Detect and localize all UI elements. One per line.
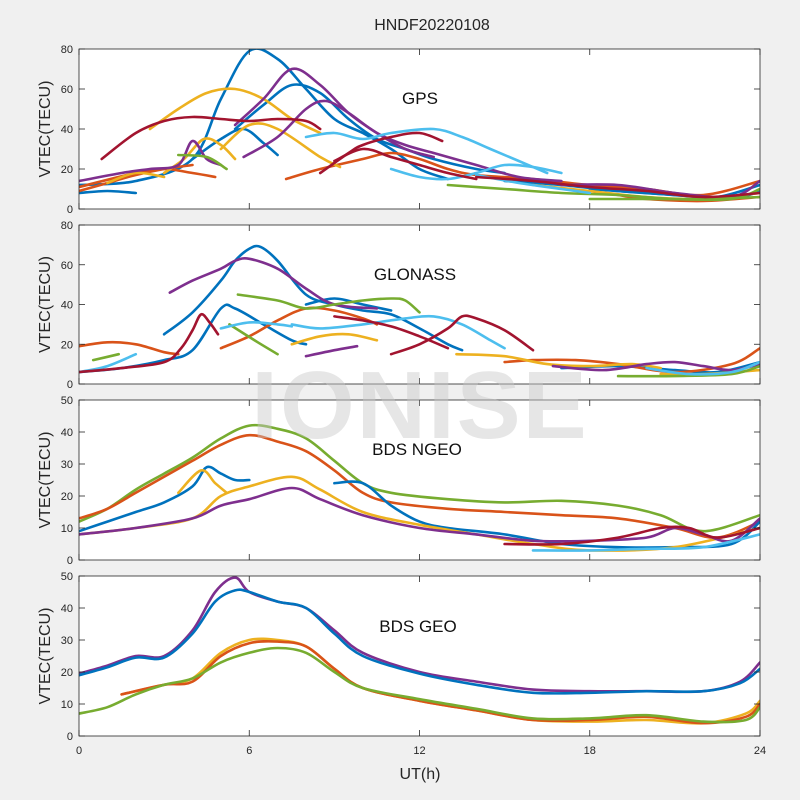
- y-tick-label: 30: [61, 635, 73, 647]
- y-tick-label: 20: [61, 164, 73, 176]
- series-line-5: [79, 340, 180, 356]
- series-line-23: [304, 127, 549, 175]
- x-axis-label: UT(h): [400, 766, 441, 783]
- y-tick-label: 40: [61, 603, 73, 615]
- x-tick-label: 0: [76, 745, 82, 757]
- y-tick-label: 50: [61, 571, 73, 583]
- series-line-14: [236, 293, 421, 314]
- series-line-11: [168, 257, 379, 310]
- x-tick-label: 24: [754, 745, 766, 757]
- watermark-text: IONISE: [251, 352, 588, 459]
- series-line-13: [551, 360, 760, 372]
- series-line-13: [219, 122, 342, 169]
- y-tick-label: 0: [67, 731, 73, 743]
- panel-annotation: GLONASS: [374, 265, 456, 284]
- y-tick-label: 40: [61, 300, 73, 312]
- series-line-2: [233, 83, 506, 175]
- series-line-9: [455, 352, 662, 370]
- series-line-12: [304, 344, 359, 358]
- panel-2: 0 20 40 60 80 VTEC(TECU) GLONASS: [37, 220, 761, 391]
- series-line-26: [100, 115, 322, 161]
- series-line-16: [91, 352, 120, 362]
- panel-annotation: GPS: [402, 89, 438, 108]
- panel-3: 0 10 20 30 40 50 VTEC(TECU) BDS NGEO: [37, 395, 761, 567]
- series-group: [79, 576, 760, 725]
- series-line-8: [290, 332, 379, 346]
- x-tick-label: 18: [584, 745, 596, 757]
- series-line-5: [177, 469, 228, 495]
- series-line-7: [79, 486, 760, 543]
- plot-area: [79, 225, 760, 384]
- series-line-9: [531, 533, 760, 552]
- panel-annotation: BDS GEO: [379, 617, 456, 636]
- y-tick-label: 20: [61, 339, 73, 351]
- series-line-3: [304, 297, 393, 312]
- y-tick-label: 80: [61, 220, 73, 232]
- y-tick-label: 50: [61, 395, 73, 407]
- series-line-16: [79, 139, 223, 183]
- series-line-19: [560, 179, 760, 199]
- y-tick-label: 40: [61, 124, 73, 136]
- y-tick-label: 20: [61, 491, 73, 503]
- y-tick-label: 0: [67, 379, 73, 391]
- series-line-20: [290, 314, 506, 350]
- series-line-2: [79, 433, 760, 539]
- series-line-24: [333, 315, 450, 350]
- y-axis-label: VTEC(TECU): [37, 81, 54, 178]
- plot-area: [79, 576, 760, 736]
- series-line-15: [228, 323, 279, 356]
- series-line-8: [503, 525, 760, 546]
- series-line-5: [79, 646, 760, 724]
- y-tick-label: 20: [61, 667, 73, 679]
- series-line-17: [233, 67, 435, 159]
- y-tick-label: 80: [61, 44, 73, 56]
- series-line-28: [333, 147, 478, 181]
- series-line-1: [79, 423, 760, 533]
- series-group: [79, 49, 760, 203]
- series-line-24: [389, 163, 563, 181]
- y-tick-label: 10: [61, 523, 73, 535]
- y-tick-label: 0: [67, 555, 73, 567]
- y-tick-label: 10: [61, 699, 73, 711]
- y-tick-label: 60: [61, 260, 73, 272]
- y-axis-label: VTEC(TECU): [37, 432, 54, 529]
- panel-1: 0 20 40 60 80 VTEC(TECU) GPS: [37, 44, 761, 216]
- panel-annotation: BDS NGEO: [372, 440, 462, 459]
- y-tick-label: 40: [61, 427, 73, 439]
- y-tick-label: 30: [61, 459, 73, 471]
- series-line-23: [389, 314, 535, 356]
- series-line-20: [177, 153, 228, 171]
- x-tick-label: 6: [246, 745, 252, 757]
- series-line-3: [79, 465, 251, 533]
- series-line-4: [79, 189, 138, 195]
- series-line-14: [106, 171, 166, 185]
- y-axis-label: VTEC(TECU): [37, 256, 54, 353]
- series-group: [79, 423, 760, 552]
- y-tick-label: 0: [67, 204, 73, 216]
- panel-4: 0 6 12 18 24 0 10 20 30 40 50 VTEC(TECU) BDS GEO: [37, 571, 766, 757]
- series-line-29: [475, 175, 760, 199]
- series-group: [79, 244, 760, 378]
- y-axis-label: VTEC(TECU): [37, 608, 54, 705]
- series-line-19: [219, 320, 294, 330]
- series-line-2: [79, 588, 760, 695]
- y-tick-label: 60: [61, 84, 73, 96]
- series-line-21: [645, 360, 760, 376]
- series-line-22: [588, 195, 760, 201]
- x-tick-label: 12: [413, 745, 425, 757]
- series-line-22: [79, 312, 220, 374]
- figure-title: HNDF20220108: [374, 17, 490, 34]
- plot-area: [79, 400, 760, 560]
